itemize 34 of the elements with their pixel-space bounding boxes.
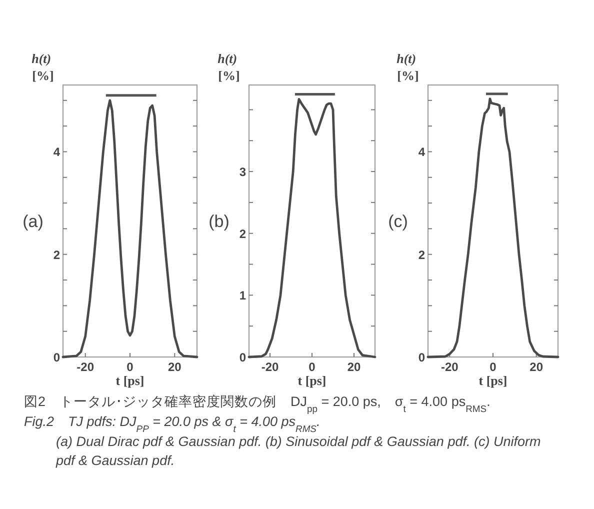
- y-tick-label: 2: [53, 248, 60, 262]
- text: (c): [388, 212, 408, 231]
- x-axis-title: t [ps]: [478, 373, 508, 388]
- y-tick-label: 0: [418, 350, 426, 364]
- y-axis-title: h(t) [%]: [218, 51, 240, 83]
- caption: Fig.2 TJ pdfs: DJ$_{PP}$ = 20.0 ps & σ$_{t}$ = 4.00 ps$_{RMS}$.: [24, 414, 320, 434]
- line-series: [426, 98, 560, 358]
- y-tick-label: 4: [418, 145, 426, 160]
- text: (a) Dual Dirac pdf & Gaussian pdf. (b) Sinusoidal pdf & Gaussian pdf. (c) Uniform pdf & Gaussian pdf.: [55, 434, 544, 468]
- text: (a): [22, 212, 44, 231]
- y-tick-label: 4: [53, 145, 60, 160]
- y-tick-label: 2: [239, 226, 246, 241]
- caption: 図2 トータル･ジッタ確率密度関数の例 DJ$_{pp}$ = 20.0 ps, σ$_{t}$ = 4.00 ps$_{RMS}$.: [24, 394, 490, 414]
- y-tick-label: 0: [239, 350, 246, 364]
- x-tick-label: -20: [261, 360, 279, 374]
- x-axis-title: t [ps]: [116, 373, 144, 388]
- y-axis-title: h(t) [%]: [32, 51, 54, 83]
- y-tick-label: 2: [418, 248, 426, 262]
- x-tick-label: 0: [308, 360, 316, 374]
- x-tick-label: 0: [126, 360, 134, 374]
- y-tick-label: 1: [239, 288, 246, 303]
- x-tick-label: 20: [347, 360, 361, 374]
- line-series: [248, 98, 376, 358]
- x-tick-label: 20: [530, 360, 544, 374]
- y-axis-title: h(t) [%]: [396, 51, 420, 83]
- x-tick-label: 20: [168, 360, 182, 374]
- x-tick-label: -20: [440, 360, 459, 374]
- text: (b): [208, 212, 230, 231]
- x-axis-title: t [ps]: [298, 373, 326, 388]
- x-tick-label: 0: [490, 360, 497, 374]
- line-series: [62, 99, 198, 358]
- y-tick-label: 0: [53, 350, 60, 364]
- y-tick-label: 3: [239, 165, 246, 180]
- x-tick-label: -20: [76, 360, 94, 374]
